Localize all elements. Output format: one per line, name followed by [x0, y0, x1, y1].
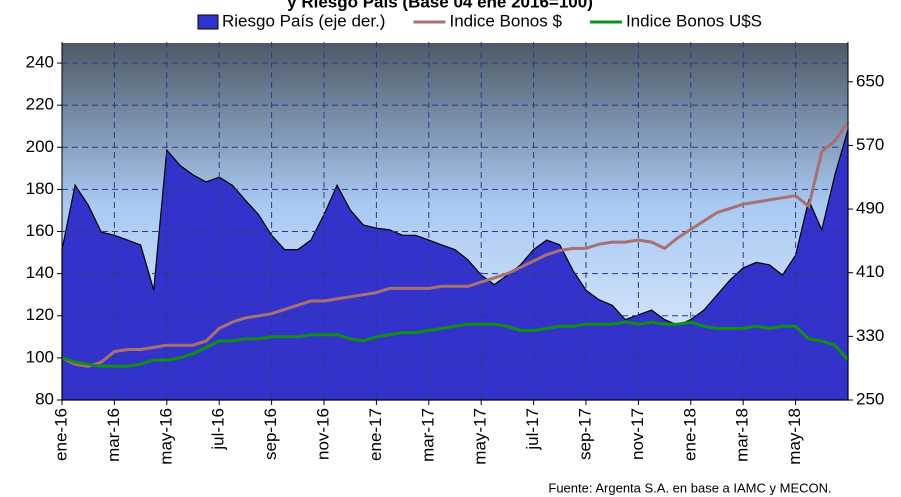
- y-tick-label: 240: [26, 53, 54, 72]
- y-tick-label: 100: [26, 347, 54, 366]
- y2-tick-label: 490: [856, 199, 884, 218]
- y2-tick-label: 410: [856, 262, 884, 281]
- legend-label: Indice Bonos $: [449, 11, 562, 30]
- legend-label: Riesgo País (eje der.): [222, 11, 385, 30]
- area: [61, 129, 849, 401]
- x-tick-label: ene-18: [680, 408, 699, 461]
- source: Fuente: Argenta S.A. en base a IAMC y ME…: [548, 480, 831, 495]
- line: [61, 121, 850, 368]
- y-tick-label: 140: [26, 263, 54, 282]
- x-tick-label: ene-16: [51, 408, 70, 461]
- x-tick-label: jul-17: [523, 408, 542, 451]
- x-tick-label: may-16: [156, 408, 175, 465]
- y-tick-label: 160: [26, 221, 54, 240]
- y2-tick-label: 250: [856, 389, 884, 408]
- x-tick-label: may-17: [471, 408, 490, 465]
- y2-tick-label: 330: [856, 326, 884, 345]
- x-tick-label: mar-18: [733, 408, 752, 462]
- y2-tick-label: 570: [856, 135, 884, 154]
- y2-tick-label: 650: [856, 71, 884, 90]
- x-tick-label: jul-16: [209, 408, 228, 451]
- x-tick-label: mar-17: [418, 408, 437, 462]
- y-tick-label: 180: [26, 179, 54, 198]
- x-tick-label: may-18: [785, 408, 804, 465]
- x-tick-label: nov-16: [313, 408, 332, 460]
- x-tick-label: nov-17: [628, 408, 647, 460]
- y-tick-label: 220: [26, 95, 54, 114]
- y-tick-label: 200: [26, 137, 54, 156]
- y-tick-label: 120: [26, 305, 54, 324]
- y-tick-label: 80: [35, 389, 54, 408]
- x-tick-label: mar-16: [104, 408, 123, 462]
- mask: [62, 0, 155, 43]
- legend-label: Indice Bonos U$S: [626, 11, 762, 30]
- chart-title: y Riesgo País (Base 04 ene 2016=100): [287, 0, 593, 11]
- line: [61, 320, 850, 368]
- legend-swatch: [197, 14, 219, 30]
- x-tick-label: ene-17: [366, 408, 385, 461]
- x-tick-label: sep-16: [261, 408, 280, 460]
- x-tick-label: sep-17: [575, 408, 594, 460]
